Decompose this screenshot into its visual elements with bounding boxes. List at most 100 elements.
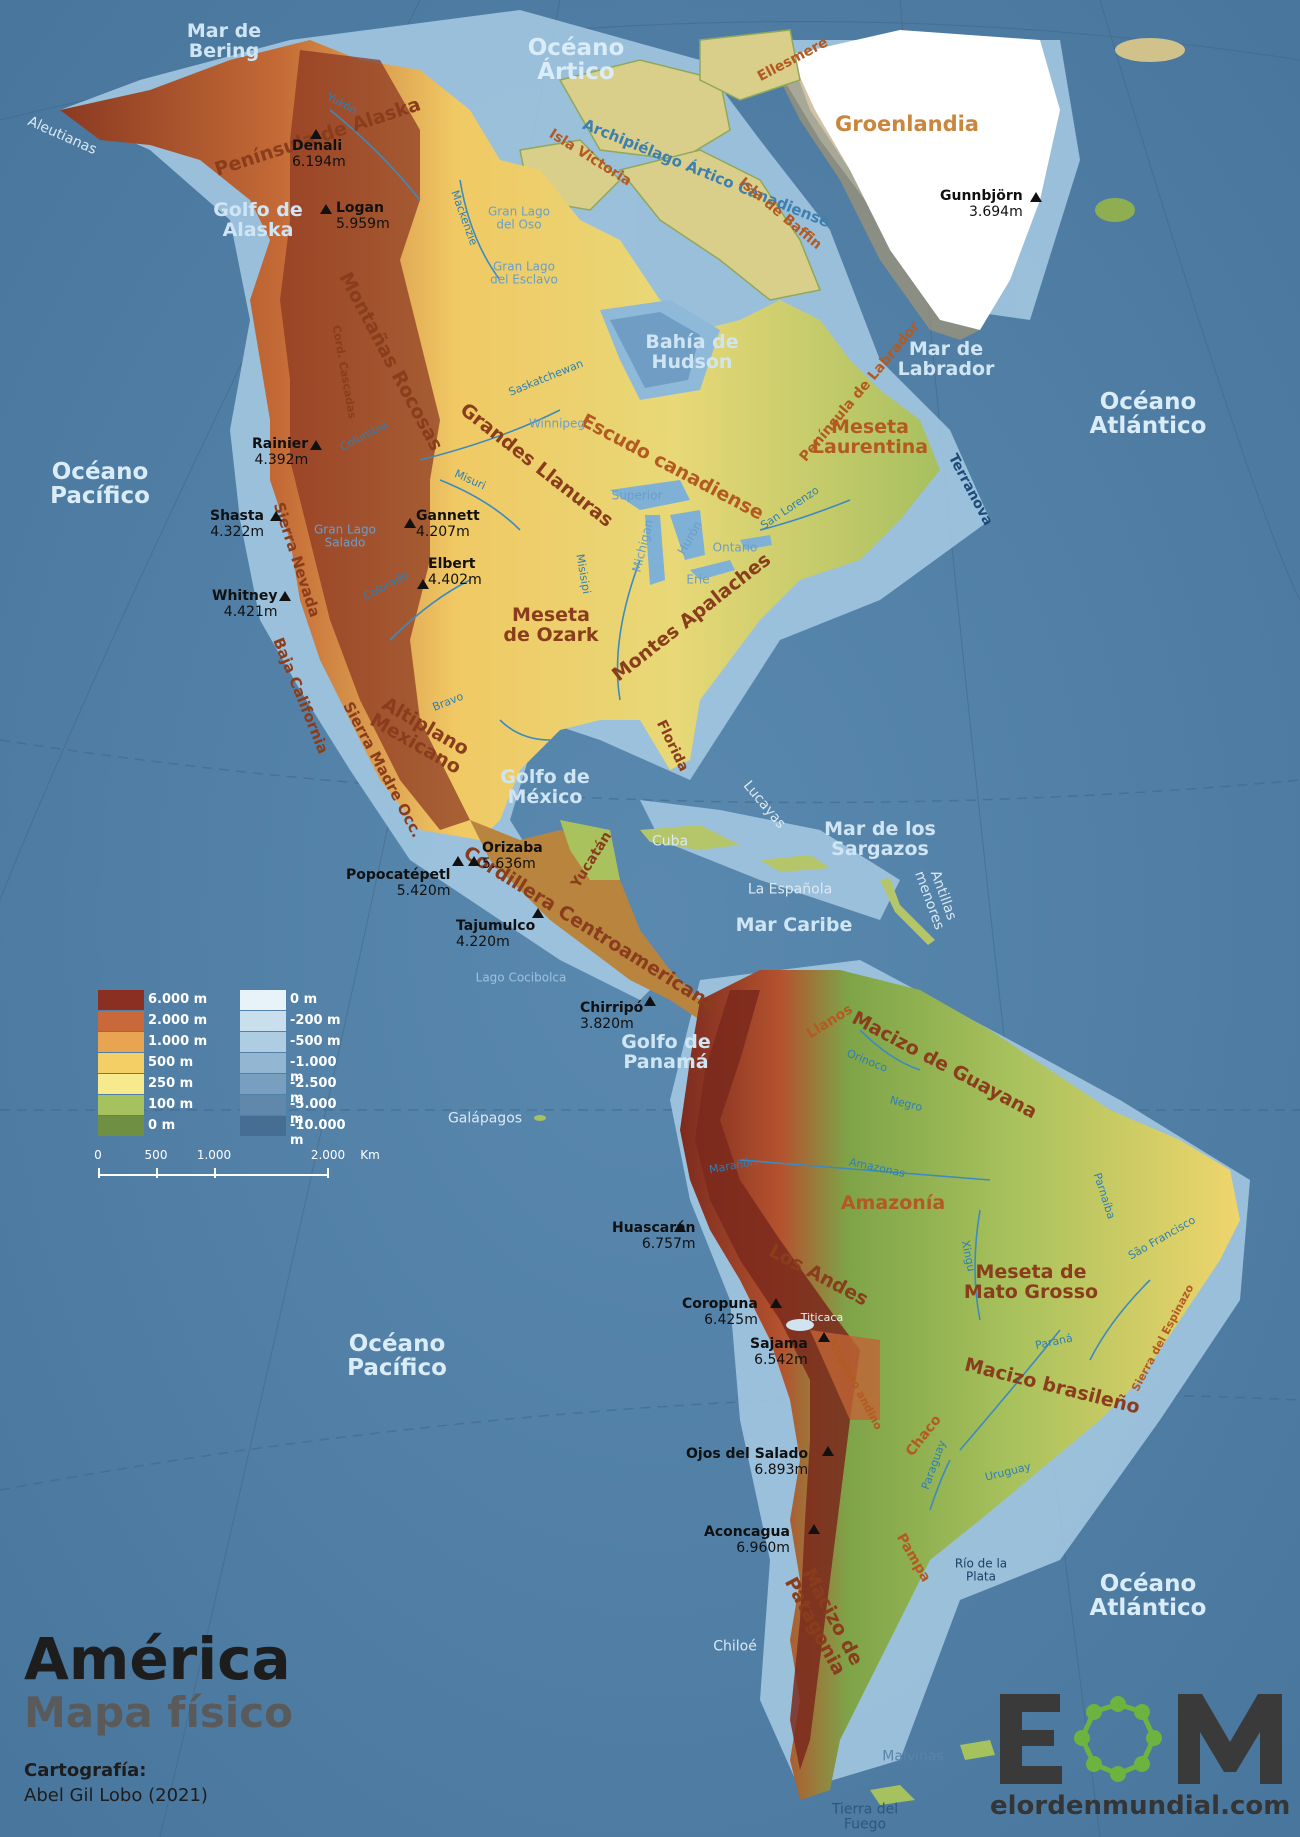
scale-tick-label: 2.000 [310, 1148, 346, 1162]
sea-label: Golfo de Panamá [621, 1031, 711, 1073]
scale-bar: 0 500 1.000 2.000 Km [94, 1148, 380, 1188]
peak-triangle-icon [310, 129, 322, 139]
title-block: América Mapa físico Cartografía: Abel Gi… [24, 1630, 293, 1806]
peak-triangle-icon [644, 996, 656, 1006]
peak-triangle-icon [532, 908, 544, 918]
peak-triangle-icon [770, 1298, 782, 1308]
elevation-legend-label: 100 m [148, 1097, 194, 1112]
lake-label: Erie [686, 572, 710, 587]
great-lakes [610, 480, 772, 585]
scale-tick-label: 1.000 [196, 1148, 232, 1162]
sea-label: Golfo de México [500, 766, 590, 808]
river-lines [329, 109, 1151, 1511]
scale-line [98, 1174, 328, 1176]
depth-legend-swatch [240, 1074, 286, 1094]
ocean-label: Océano Atlántico [1089, 388, 1207, 439]
hudson-bay-deep [610, 312, 700, 388]
map-title: América [24, 1625, 291, 1693]
elevation-legend-label: 0 m [148, 1118, 176, 1133]
ocean-label: Océano Pacífico [347, 1330, 447, 1381]
peak-triangle-icon [320, 204, 332, 214]
peak-marker: Orizaba 5.636m [482, 840, 543, 873]
depth-legend-row: -500 m [240, 1032, 350, 1052]
elevation-legend-swatch [98, 1074, 144, 1094]
peak-triangle-icon [1030, 192, 1042, 202]
depth-legend-row: -1.000 m [240, 1053, 350, 1085]
depth-legend-row: -2.500 m [240, 1074, 350, 1106]
peak-marker: Gannett 4.207m [416, 508, 480, 541]
elevation-legend-row: 6.000 m [98, 990, 208, 1010]
rocky-mountains-band [280, 50, 470, 830]
peak-triangle-icon [674, 1222, 686, 1232]
peak-marker: Aconcagua 6.960m [704, 1524, 790, 1557]
peak-triangle-icon [818, 1332, 830, 1342]
lake-label: Titicaca [800, 1311, 844, 1325]
elevation-legend-row: 0 m [98, 1116, 208, 1136]
lake-label: Gran Lago del Oso [487, 204, 551, 231]
elevation-legend-row: 2.000 m [98, 1011, 208, 1031]
scale-tick [156, 1168, 158, 1178]
scale-tick [214, 1168, 216, 1178]
elevation-legend-row: 500 m [98, 1053, 208, 1073]
altiplano-band [810, 1330, 880, 1420]
lake-label: Ontario [712, 540, 758, 555]
peak-triangle-icon [822, 1446, 834, 1456]
peak-marker: Tajumulco 4.220m [456, 918, 536, 951]
ocean-label: Océano Pacífico [50, 458, 150, 509]
depth-legend-label: -2.500 m [290, 1076, 337, 1106]
lake-label: Gran Lago del Esclavo [490, 259, 558, 286]
elevation-legend-row: 250 m [98, 1074, 208, 1094]
island-label: Chiloé [713, 1638, 757, 1655]
lake-label: Winnipeg [528, 416, 586, 431]
elevation-legend-swatch [98, 1053, 144, 1073]
north-america-landmass [60, 40, 940, 840]
greenland-label: Groenlandia [835, 111, 979, 136]
ocean-label: Océano Atlántico [1089, 1570, 1207, 1621]
lake-label: Gran Lago Salado [313, 522, 377, 549]
depth-legend-label: -500 m [290, 1034, 341, 1049]
peak-marker: Chirripó 3.820m [580, 1000, 644, 1033]
peak-marker: Gunnbjörn 3.694m [940, 188, 1023, 221]
peak-marker: Denali 6.194m [292, 138, 346, 171]
yucatan-peninsula [560, 820, 620, 880]
depth-legend-label: 0 m [290, 992, 318, 1007]
peak-triangle-icon [279, 591, 291, 601]
depth-legend-row: -5.000 m [240, 1095, 350, 1127]
peak-marker: Whitney 4.421m [212, 588, 278, 621]
sea-label: Mar de Bering [186, 20, 262, 62]
depth-legend-swatch [240, 1032, 286, 1052]
region-label: Meseta de Mato Grosso [963, 1261, 1099, 1303]
region-label: Amazonía [840, 1192, 946, 1215]
elevation-legend-label: 6.000 m [148, 992, 208, 1007]
peak-marker: Rainier 4.392m [252, 436, 309, 469]
peak-triangle-icon [404, 518, 416, 528]
lake-label: Superior [611, 488, 663, 503]
depth-legend-label: -5.000 m [290, 1097, 337, 1127]
sea-label: Golfo de Alaska [213, 199, 303, 241]
peak-marker: Elbert 4.402m [428, 556, 482, 589]
depth-legend-swatch [240, 1116, 286, 1136]
depth-legend-row: -10.000 m [240, 1116, 350, 1148]
depth-legend-swatch [240, 990, 286, 1010]
lake-label: Río de la Plata [954, 1556, 1008, 1583]
sea-label: Mar de Labrador [897, 338, 995, 380]
peak-marker: Shasta 4.322m [210, 508, 264, 541]
greenland-coast [775, 55, 980, 340]
southern-islands [534, 38, 1185, 1805]
island-label: Malvinas [882, 1748, 944, 1765]
island-label: Tierra del Fuego [831, 1801, 899, 1832]
peak-marker: Coropuna 6.425m [682, 1296, 758, 1329]
sea-label: Mar Caribe [735, 914, 853, 937]
peak-triangle-icon [270, 511, 282, 521]
logo-url: elordenmundial.com [990, 1791, 1291, 1821]
lake-label: Lago Cocibolca [475, 970, 567, 985]
credit-value: Abel Gil Lobo (2021) [24, 1785, 208, 1806]
elevation-legend-row: 1.000 m [98, 1032, 208, 1052]
credit-label: Cartografía: [24, 1760, 147, 1781]
depth-legend-swatch [240, 1011, 286, 1031]
island-label: Cuba [651, 833, 689, 850]
scale-tick [98, 1168, 100, 1178]
elevation-legend-row: 100 m [98, 1095, 208, 1115]
depth-legend-swatch [240, 1095, 286, 1115]
